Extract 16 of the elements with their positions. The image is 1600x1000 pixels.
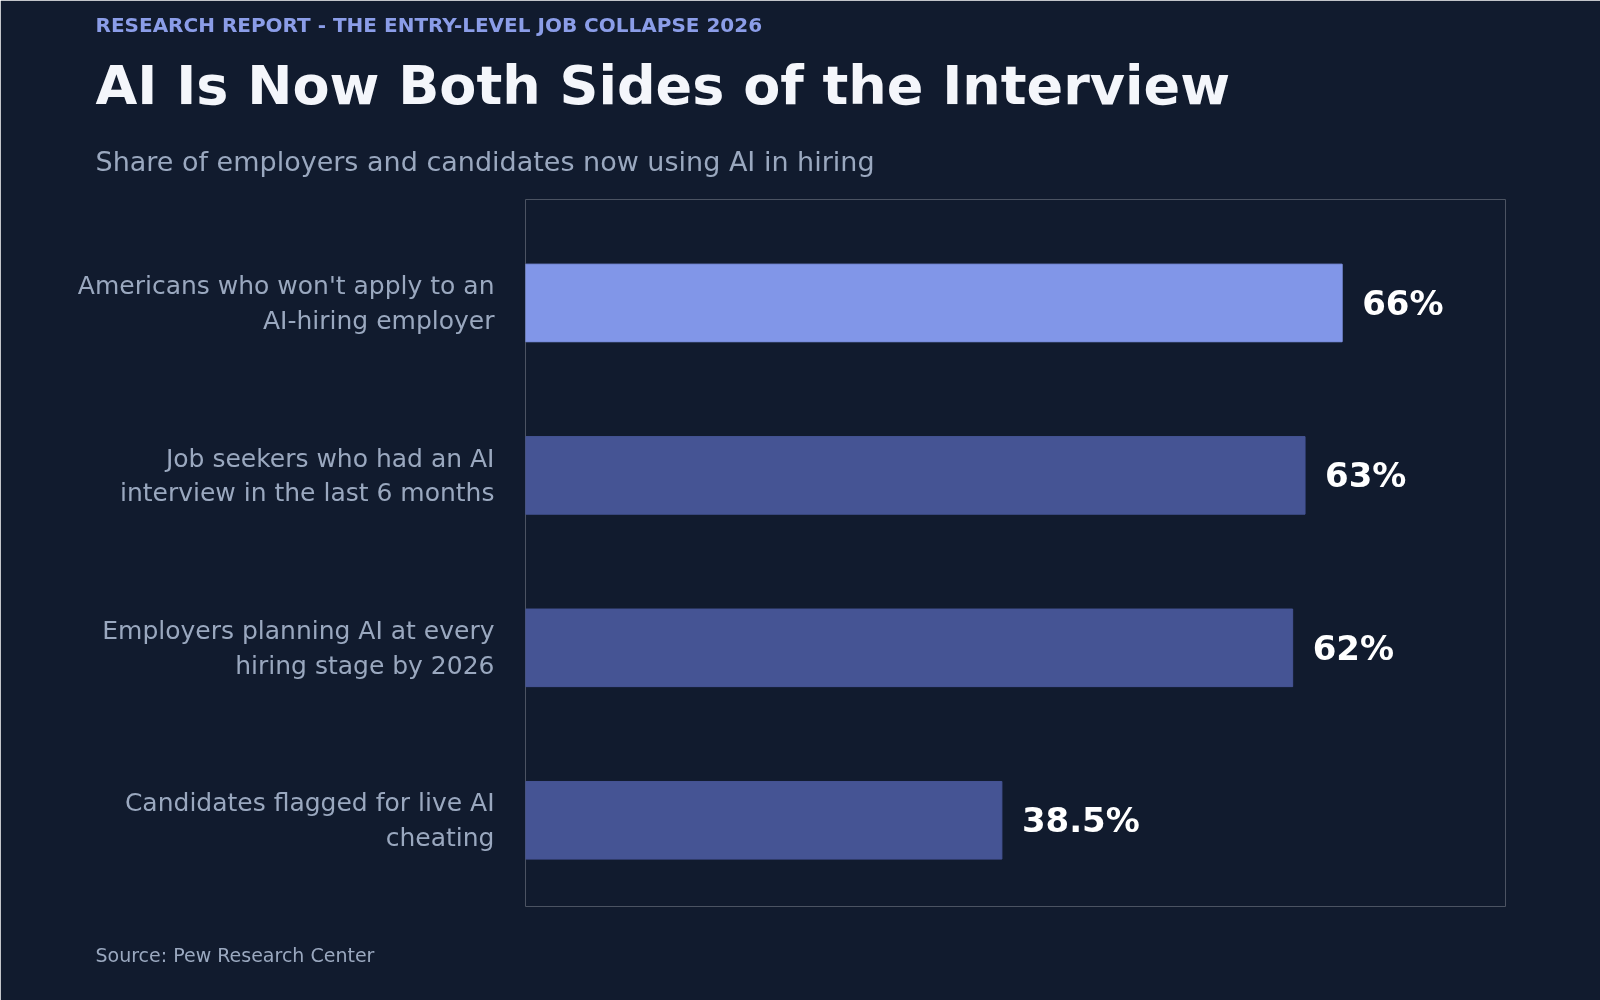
data-label: 66% [1362, 282, 1444, 323]
y-tick-label: Candidates flagged for live AI cheating [124, 788, 495, 853]
bar [525, 780, 1003, 860]
data-label: 63% [1325, 455, 1407, 496]
bar [525, 263, 1343, 343]
y-tick-label: Employers planning AI at every hiring stage by 2026 [102, 615, 495, 680]
bar [525, 608, 1294, 688]
y-tick-label: Americans who won't apply to an AI-hiring employer [77, 271, 496, 335]
y-tick-label: Job seekers who had an AI interview in the last 6 months [119, 443, 495, 508]
data-label: 62% [1312, 627, 1395, 668]
bar [525, 436, 1306, 515]
source-note: Source: Pew Research Center [95, 943, 375, 966]
data-label: 38.5% [1021, 800, 1140, 841]
text: RESEARCH REPORT - THE ENTRY-LEVEL JOB COLLAPSE 2026 [95, 12, 763, 37]
chart-title: AI Is Now Both Sides of the Interview [95, 53, 1231, 117]
chart-subtitle: Share of employers and candidates now using AI in hiring [95, 146, 875, 177]
